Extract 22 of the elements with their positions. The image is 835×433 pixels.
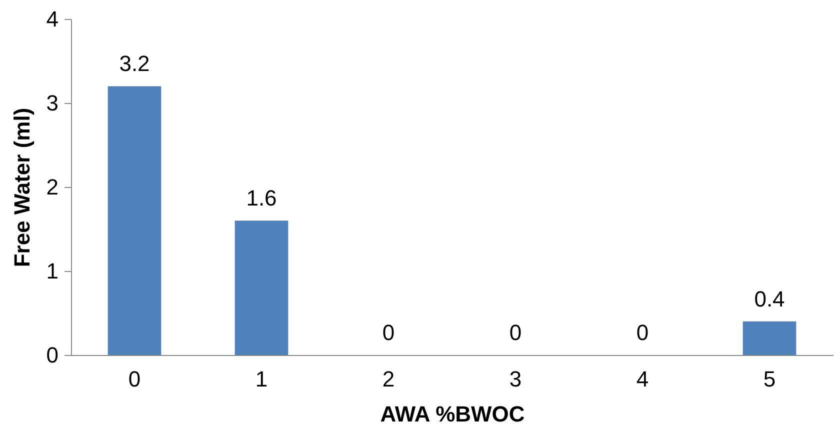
y-tick-label: 2 (46, 174, 58, 200)
y-axis-title: Free Water (ml) (9, 108, 34, 268)
x-tick-label: 1 (255, 366, 268, 392)
y-tick-label: 4 (46, 6, 58, 32)
data-label: 0 (636, 320, 649, 345)
data-label: 0 (509, 320, 522, 345)
y-tick-label: 1 (46, 258, 58, 284)
y-tick-label: 3 (46, 90, 58, 116)
data-label: 0 (382, 320, 395, 345)
data-label: 1.6 (246, 186, 277, 211)
x-tick-label: 4 (636, 366, 649, 392)
data-label: 0.4 (754, 286, 785, 312)
x-tick-label: 0 (128, 366, 141, 392)
bar (234, 220, 288, 355)
x-tick-label: 5 (763, 366, 776, 392)
y-tick-label: 0 (46, 342, 58, 368)
bar (108, 86, 162, 355)
x-axis-title: AWA %BWOC (380, 402, 525, 426)
x-tick-label: 2 (382, 366, 395, 392)
x-tick-label: 3 (509, 366, 522, 392)
data-label: 3.2 (119, 51, 150, 76)
bar (742, 321, 796, 355)
